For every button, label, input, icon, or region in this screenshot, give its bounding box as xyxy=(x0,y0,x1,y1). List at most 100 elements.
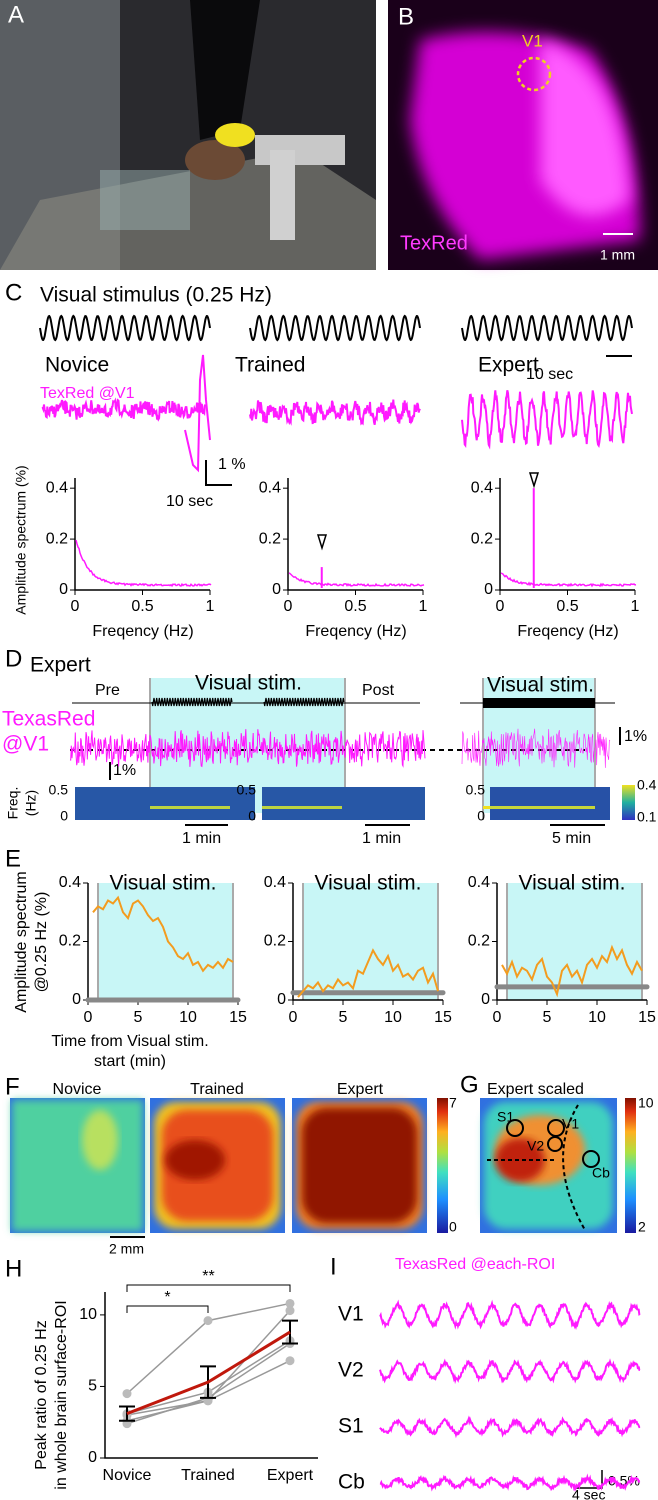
trace xyxy=(461,390,633,450)
y-tick-label: 0 xyxy=(484,581,493,598)
phase-label: Post xyxy=(362,682,395,699)
mouse-point xyxy=(285,1306,295,1316)
y-tick-label: 0 xyxy=(72,991,81,1008)
scale-label: 1% xyxy=(624,728,647,745)
colorbar-label: 10 xyxy=(638,1095,654,1111)
spectrum xyxy=(288,572,425,587)
x-tick-label: 0 xyxy=(84,1009,93,1026)
tick-label: 0.5 xyxy=(49,782,69,798)
colorbar-label: 0 xyxy=(449,1219,457,1235)
roi-label: V2 xyxy=(338,1359,364,1382)
scale-label: 1% xyxy=(113,762,136,779)
freq-label: Freq. xyxy=(5,787,21,820)
scale-label: 2 mm xyxy=(109,1241,144,1257)
significance: ** xyxy=(202,1268,214,1285)
x-tick-label: 5 xyxy=(339,1009,348,1026)
y-tick-label: 0 xyxy=(272,581,281,598)
spectrum xyxy=(500,572,637,588)
y-tick-label: 0.2 xyxy=(59,933,81,950)
stimulus-label: Visual stimulus (0.25 Hz) xyxy=(40,284,272,307)
y-tick-label: 0.2 xyxy=(468,933,490,950)
y-tick-label: 0.4 xyxy=(259,479,281,496)
scale-label: 4 sec xyxy=(572,1487,605,1500)
x-tick-label: 0 xyxy=(284,598,293,615)
phase-label: Visual stim. xyxy=(195,672,302,695)
activity-maps xyxy=(10,1098,636,1238)
scale-label: 1 % xyxy=(218,456,246,473)
scale-label: 1 min xyxy=(182,830,221,847)
x-axis-label: Freqency (Hz) xyxy=(517,623,618,640)
y-tick-label: 0 xyxy=(277,991,286,1008)
stimulus-wave xyxy=(461,314,633,342)
x-tick-label: 0 xyxy=(496,598,505,615)
trace xyxy=(379,1415,641,1439)
tick-label: 0.5 xyxy=(466,782,486,798)
trace-label: @V1 xyxy=(2,733,49,756)
x-tick-label: 1 xyxy=(206,598,215,615)
y-tick-label: 0.4 xyxy=(468,874,490,891)
y-tick-label: 0.2 xyxy=(46,530,68,547)
scale-label: 5 min xyxy=(552,830,591,847)
group-label: Expert xyxy=(478,354,539,377)
x-tick-label: 10 xyxy=(179,1009,197,1026)
panel-label: E xyxy=(5,845,21,872)
x-tick-label: 0.5 xyxy=(131,598,153,615)
roi-label: V1 xyxy=(522,31,543,50)
mouse-point xyxy=(285,1356,295,1366)
scale-label: 10 sec xyxy=(166,493,213,510)
tick-label: 0 xyxy=(248,808,256,824)
roi-label: V1 xyxy=(338,1303,364,1326)
trace xyxy=(184,354,211,473)
panel-label: C xyxy=(5,279,22,306)
mouse-point xyxy=(122,1389,132,1399)
trace-label: TexasRed xyxy=(2,708,95,731)
colorbar-label: 0.1 xyxy=(637,809,657,825)
stimulus-wave xyxy=(39,314,211,342)
y-tick-label: 0.4 xyxy=(264,874,286,891)
panel-label: B xyxy=(398,3,414,30)
y-axis-label: Amplitude spectrum xyxy=(13,871,30,1012)
plot-title: Visual stim. xyxy=(315,872,422,895)
stimulus-wave xyxy=(263,697,345,707)
x-tick-label: 5 xyxy=(134,1009,143,1026)
x-tick-label: 15 xyxy=(638,1009,656,1026)
trace xyxy=(461,728,611,768)
roi-label: Cb xyxy=(338,1471,365,1494)
trace-title: TexasRed @each-ROI xyxy=(395,1256,555,1273)
x-axis-label: Time from Visual stim. xyxy=(51,1033,208,1050)
trace xyxy=(41,397,206,422)
stim-window xyxy=(303,883,438,1000)
scale-label: 10 sec xyxy=(526,366,573,383)
x-tick-label: 15 xyxy=(434,1009,452,1026)
freq-label: (Hz) xyxy=(23,790,39,816)
phase-label: Pre xyxy=(95,682,120,699)
x-tick-label: 10 xyxy=(384,1009,402,1026)
x-tick-label: 1 xyxy=(419,598,428,615)
group-label: Trained xyxy=(190,1081,244,1098)
y-tick-label: 10 xyxy=(79,1306,97,1323)
x-tick-label: 15 xyxy=(229,1009,247,1026)
plot-title: Visual stim. xyxy=(519,872,626,895)
axis xyxy=(499,478,635,591)
photo-a xyxy=(0,0,376,270)
brain-image xyxy=(388,0,658,270)
roi-label: S1 xyxy=(497,1109,514,1125)
group-label: Expert xyxy=(337,1081,384,1098)
y-tick-label: 0.4 xyxy=(471,479,493,496)
y-axis-label: Amplitude spectrum (%) xyxy=(13,465,29,614)
colorbar-label: 2 xyxy=(638,1219,646,1235)
mouse-point xyxy=(285,1298,295,1308)
axis xyxy=(287,478,423,591)
colorbar-label: 0.4 xyxy=(637,777,657,793)
panel-label: A xyxy=(8,1,24,28)
y-tick-label: 5 xyxy=(88,1378,97,1395)
group-label: Expert xyxy=(30,654,91,677)
y-tick-label: 0 xyxy=(481,991,490,1008)
panel-label: H xyxy=(5,1255,22,1282)
trace xyxy=(379,1358,641,1385)
panel-label: G xyxy=(460,1071,479,1098)
trace xyxy=(379,1299,641,1331)
scale-label: 1 min xyxy=(362,830,401,847)
